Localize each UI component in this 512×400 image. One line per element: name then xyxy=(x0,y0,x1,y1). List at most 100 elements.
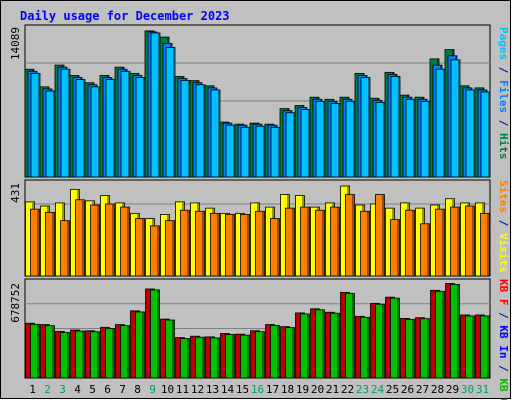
bar-visits-sites-day-5 xyxy=(90,204,100,277)
bar-visits-sites-day-7 xyxy=(120,206,130,277)
bar-hits-pages-day-13 xyxy=(210,89,221,178)
bar-visits-sites-day-16 xyxy=(255,210,265,277)
x-tick-label-1: 1 xyxy=(29,383,36,396)
bar-hits-pages-day-30 xyxy=(465,89,476,178)
bar-hits-pages-day-21 xyxy=(330,103,341,178)
bar-hits-pages-day-5 xyxy=(90,86,101,178)
bar-visits-sites-day-10 xyxy=(165,220,175,277)
bar-hits-pages-day-16 xyxy=(255,125,266,178)
bar-visits-sites-day-1 xyxy=(30,208,40,277)
bar-kbytes-kb-out-day-31 xyxy=(480,315,490,379)
bar-hits-pages-day-31 xyxy=(480,91,491,178)
bar-hits-pages-day-20 xyxy=(315,100,326,178)
x-tick-label-27: 27 xyxy=(416,383,429,396)
x-tick-label-29: 29 xyxy=(446,383,459,396)
bar-hits-pages-day-9 xyxy=(150,32,161,178)
bar-kbytes-kb-out-day-7 xyxy=(120,325,130,379)
x-tick-label-15: 15 xyxy=(236,383,249,396)
bar-visits-sites-day-12 xyxy=(195,210,205,277)
bar-hits-pages-day-24 xyxy=(375,101,386,178)
legend-kbytes-part-4: KB Out xyxy=(497,378,510,400)
x-tick-label-4: 4 xyxy=(74,383,81,396)
bar-kbytes-kb-out-day-11 xyxy=(180,338,190,379)
x-tick-label-24: 24 xyxy=(371,383,385,396)
legend-kbytes-part-0: KB F xyxy=(497,279,510,306)
bar-hits-pages-day-6 xyxy=(105,79,116,178)
bar-kbytes-kb-out-day-25 xyxy=(390,297,400,379)
bar-hits-pages-day-25 xyxy=(390,76,401,178)
bar-hits-pages-day-19 xyxy=(300,109,311,178)
bar-kbytes-kb-out-day-9 xyxy=(150,289,160,379)
bar-hits-pages-day-1 xyxy=(30,72,41,178)
bar-hits-pages-day-27 xyxy=(420,100,431,178)
bar-visits-sites-day-14 xyxy=(225,213,235,277)
bar-hits-pages-day-7 xyxy=(120,70,131,178)
bar-kbytes-kb-out-day-21 xyxy=(330,312,340,379)
bar-hits-pages-day-28 xyxy=(435,68,446,178)
x-tick-label-16: 16 xyxy=(251,383,264,396)
bar-hits-pages-day-29 xyxy=(450,59,461,178)
x-tick-label-19: 19 xyxy=(296,383,309,396)
bar-hits-pages-day-2 xyxy=(45,90,56,178)
bar-kbytes-kb-out-day-10 xyxy=(165,319,175,379)
legend-kbytes-part-2: KB In xyxy=(497,325,510,358)
bar-hits-pages-day-4 xyxy=(75,79,86,178)
x-tick-label-20: 20 xyxy=(311,383,324,396)
bar-hits-pages-day-10 xyxy=(165,47,176,178)
panel-kbytes-max-label: 678752 xyxy=(9,283,22,323)
bar-kbytes-kb-out-day-2 xyxy=(45,325,55,379)
bar-hits-pages-day-11 xyxy=(180,80,191,178)
bar-hits-pages-day-26 xyxy=(405,98,416,178)
x-tick-label-2: 2 xyxy=(44,383,51,396)
x-tick-label-7: 7 xyxy=(119,383,126,396)
bar-kbytes-kb-out-day-24 xyxy=(375,303,385,379)
bar-hits-pages-day-15 xyxy=(240,126,251,178)
bar-visits-sites-day-20 xyxy=(315,209,325,277)
bar-kbytes-kb-out-day-28 xyxy=(435,290,445,379)
x-tick-label-21: 21 xyxy=(326,383,339,396)
bar-kbytes-kb-out-day-30 xyxy=(465,315,475,379)
bar-hits-pages-day-17 xyxy=(270,126,281,178)
bar-kbytes-kb-out-day-27 xyxy=(420,318,430,379)
bar-kbytes-kb-out-day-26 xyxy=(405,318,415,379)
x-tick-label-10: 10 xyxy=(161,383,174,396)
bar-visits-sites-day-2 xyxy=(45,211,55,277)
bar-hits-pages-day-22 xyxy=(345,100,356,178)
bar-kbytes-kb-out-day-23 xyxy=(360,316,370,379)
bar-kbytes-kb-out-day-14 xyxy=(225,334,235,379)
bar-visits-sites-day-26 xyxy=(405,209,415,277)
bar-visits-sites-day-19 xyxy=(300,206,310,277)
bar-visits-sites-day-17 xyxy=(270,218,280,277)
bar-kbytes-kb-out-day-20 xyxy=(315,309,325,379)
x-tick-label-5: 5 xyxy=(89,383,96,396)
x-tick-label-9: 9 xyxy=(149,383,156,396)
bar-visits-sites-day-23 xyxy=(360,210,370,277)
x-tick-label-6: 6 xyxy=(104,383,111,396)
x-tick-label-8: 8 xyxy=(134,383,141,396)
bar-visits-sites-day-6 xyxy=(105,203,115,277)
legend-visits-part-1: / xyxy=(497,213,510,233)
bar-visits-sites-day-25 xyxy=(390,219,400,277)
legend-kbytes-part-1: / xyxy=(497,306,510,326)
bar-visits-sites-day-11 xyxy=(180,209,190,277)
bar-hits-pages-day-12 xyxy=(195,84,206,178)
bar-hits-pages-day-8 xyxy=(135,77,146,178)
bar-visits-sites-day-21 xyxy=(330,206,340,277)
bar-visits-sites-day-3 xyxy=(60,220,70,277)
bar-visits-sites-day-18 xyxy=(285,207,295,277)
x-tick-label-11: 11 xyxy=(176,383,189,396)
bar-hits-pages-day-3 xyxy=(60,68,71,178)
legend-visits-part-2: Visits xyxy=(497,233,510,273)
panel-visits-max-label: 431 xyxy=(9,183,22,203)
bar-visits-sites-day-24 xyxy=(375,194,385,277)
legend-hits-part-4: Hits xyxy=(497,133,510,160)
bar-kbytes-kb-out-day-19 xyxy=(300,313,310,379)
bar-visits-sites-day-30 xyxy=(465,205,475,277)
bar-kbytes-kb-out-day-8 xyxy=(135,311,145,379)
panel-visits xyxy=(24,179,491,277)
bar-kbytes-kb-out-day-18 xyxy=(285,327,295,379)
bar-kbytes-kb-out-day-12 xyxy=(195,336,205,379)
x-tick-label-14: 14 xyxy=(221,383,235,396)
bar-visits-sites-day-27 xyxy=(420,223,430,277)
